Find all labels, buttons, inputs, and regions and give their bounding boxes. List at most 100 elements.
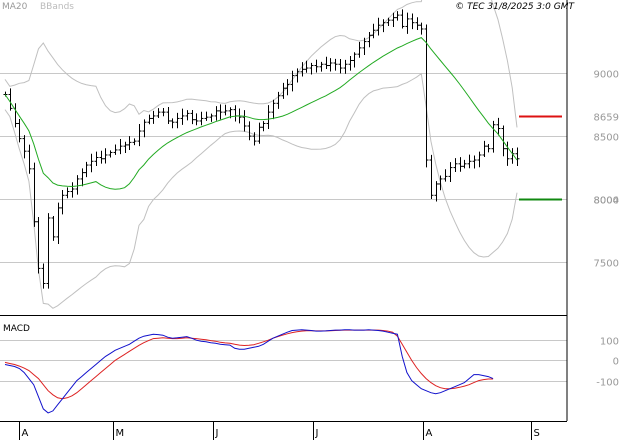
ohlc-bar [324,56,329,69]
ohlc-bar [410,13,415,30]
macd-title: MACD [3,324,30,334]
ohlc-bar [300,62,305,77]
ohlc-bar [194,113,199,126]
ohlc-bar [214,106,219,121]
ohlc-bar [472,155,477,169]
ohlc-bar [51,215,56,241]
ma20-line [4,37,518,190]
ohlc-bar [27,144,32,174]
ohlc-bar [458,157,463,172]
price-tick-label: 9000 [594,70,619,81]
ohlc-bar [348,55,353,71]
ohlc-bar [204,111,209,121]
ohlc-bar [36,217,41,274]
ohlc-bar [367,32,372,48]
ohlc-bar [333,58,338,71]
ohlc-bar [89,153,94,173]
ohlc-bar [242,110,247,132]
ohlc-bar [419,22,424,35]
ohlc-bar [424,24,429,168]
price-tick-label: 8000 [594,196,619,207]
ohlc-bar [166,107,171,124]
ohlc-bar [285,79,290,96]
copyright-label: © TEC 31/8/2025 3:0 GMT [455,2,575,12]
macd-gridlines [0,340,567,382]
ohlc-bar [41,263,46,289]
time-tick-label: A [426,428,433,439]
ohlc-bar [156,108,161,119]
ohlc-bar [304,60,309,73]
ohlc-bar [328,58,333,72]
ohlc-bar [496,117,501,136]
macd-tick-label: 100 [600,337,619,348]
ohlc-bar [60,189,65,215]
ohlc-bar [405,12,410,34]
ohlc-bar [32,162,37,227]
ohlc-bar [281,82,286,99]
ohlc-bar [357,41,362,58]
ohlc-bar [352,52,357,68]
ohlc-bar [175,112,180,129]
macd-line [4,329,494,414]
ohlc-bar [56,202,61,244]
ohlc-bar [147,114,152,125]
ohlc-bar [400,9,405,29]
ohlc-bar [271,99,276,120]
ohlc-bar [132,138,137,146]
ohlc-bar [261,121,266,132]
time-tick-label: S [534,428,540,439]
bbands-upper-line [4,0,518,128]
signal-line [4,329,494,400]
ohlc-bar [113,144,118,155]
ohlc-bar [266,105,271,130]
ohlc-bar [443,169,448,182]
price-axis-labels: 7500 8000 8500 9000 [594,70,619,270]
ohlc-bar [391,12,396,27]
ohlc-bar [142,119,147,138]
ohlc-bar [343,59,348,74]
macd-series [4,329,494,414]
price-bars [3,9,520,289]
time-tick-label: J [215,428,219,439]
bbands-label: BBands [40,2,74,12]
ohlc-bar [376,17,381,36]
ohlc-bar [247,121,252,141]
ohlc-bar [137,123,142,147]
macd-tick-label: 0 [613,357,619,368]
ohlc-bar [123,141,128,154]
ohlc-bar [127,136,132,151]
ohlc-bar [185,110,190,121]
ohlc-bar [309,62,314,75]
ohlc-bar [46,213,51,289]
ohlc-bar [99,150,104,164]
ohlc-bar [75,175,80,195]
ma20-label: MA20 [2,2,28,12]
ohlc-bar [252,132,257,146]
ohlc-bar [371,23,376,39]
ohlc-bar [103,148,108,164]
ohlc-bar [438,175,443,191]
ohlc-bar [199,111,204,126]
ohlc-bar [362,37,367,56]
price-tick-label: 8500 [594,133,619,144]
ohlc-bar [386,17,391,26]
ohlc-bar [94,151,99,167]
ohlc-bar [161,107,166,117]
ohlc-bar [209,113,214,122]
ohlc-bar [118,138,123,155]
ohlc-bar [448,162,453,183]
ohlc-bar [218,104,223,120]
ohlc-bar [314,59,319,73]
macd-axis-labels: 100 0 -100 [596,337,619,389]
bollinger-bands [4,0,518,309]
ohlc-bar [295,68,300,83]
ohlc-bar [8,88,13,111]
bbands-lower-line [4,72,518,309]
ohlc-bar [223,104,228,116]
ma20-series [4,37,518,190]
ohlc-bar [290,70,295,92]
ohlc-bar [467,154,472,169]
ohlc-bar [80,168,85,187]
